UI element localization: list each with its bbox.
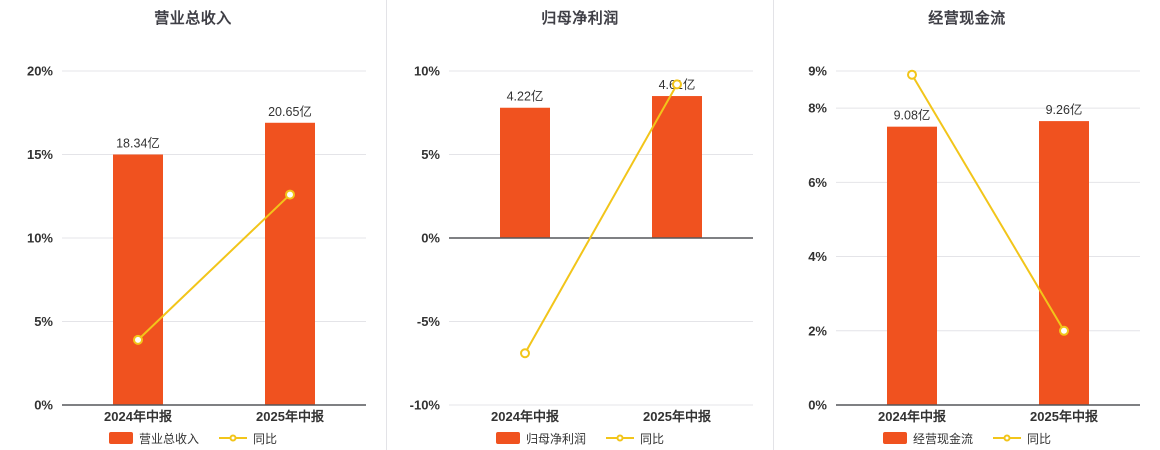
bar-series-label: 营业总收入 [138,431,199,446]
svg-text:2024年中报: 2024年中报 [491,409,560,424]
line-series-marker-icon [993,434,1021,442]
svg-text:9.26亿: 9.26亿 [1046,102,1083,117]
line-series-marker-icon [606,434,634,442]
cash-flow-chart-legend: 经营现金流 同比 [774,426,1160,450]
line-series-marker-icon [219,434,247,442]
bar-series-swatch-icon [495,432,520,444]
svg-text:9%: 9% [808,64,827,79]
chart-panel-cash-flow: 经营现金流 0% 2% 4% 6% 8% 9% 9.08亿 9.26亿 2024年中报 2025年… [773,0,1160,450]
revenue-chart-canvas: 0% 5% 10% 15% 20% 18.34亿 20.65亿 2024年中报 2025年中报 [27,64,366,424]
legend-item-cash-flow-yoy[interactable]: 同比 [993,430,1051,447]
svg-text:0%: 0% [421,231,440,246]
legend-item-net-profit-bar[interactable]: 归母净利润 [495,430,586,447]
svg-text:8%: 8% [808,101,827,116]
svg-text:15%: 15% [27,147,53,162]
svg-text:20.65亿: 20.65亿 [268,104,312,119]
net-profit-chart-canvas: -10%-5%0%5%10%4.22亿4.61亿2024年中报2025年中报 [410,64,753,424]
line-series-label: 同比 [1027,431,1052,446]
chart-title-cash-flow: 经营现金流 [928,9,1006,27]
svg-text:20%: 20% [27,64,53,79]
svg-text:2024年中报: 2024年中报 [104,409,173,424]
legend-item-net-profit-yoy[interactable]: 同比 [606,430,664,447]
svg-text:5%: 5% [421,147,440,162]
svg-text:10%: 10% [27,231,53,246]
svg-text:4%: 4% [808,249,827,264]
chart-title-net-profit: 归母净利润 [541,9,619,27]
line-series-label: 同比 [253,431,278,446]
svg-text:0%: 0% [34,398,53,413]
chart-panel-revenue: 营业总收入 0% 5% 10% 15% 20% 18.34亿 20.65亿 2024年中报 20… [0,0,386,450]
svg-text:2%: 2% [808,323,827,338]
legend-item-cash-flow-bar[interactable]: 经营现金流 [882,430,973,447]
svg-text:-5%: -5% [417,314,441,329]
svg-text:18.34亿: 18.34亿 [116,136,160,151]
svg-text:2025年中报: 2025年中报 [643,409,712,424]
bar-series-label: 经营现金流 [912,431,973,446]
svg-text:2025年中报: 2025年中报 [256,409,325,424]
svg-text:5%: 5% [34,314,53,329]
bar-series-label: 归母净利润 [525,431,586,446]
net-profit-chart-legend: 归母净利润 同比 [387,426,773,450]
svg-text:9.08亿: 9.08亿 [894,108,931,123]
chart-title-revenue: 营业总收入 [154,9,232,27]
bar-series-swatch-icon [882,432,907,444]
legend-item-revenue-bar[interactable]: 营业总收入 [108,430,199,447]
svg-text:0%: 0% [808,398,827,413]
revenue-chart-legend: 营业总收入 同比 [0,426,386,450]
svg-text:6%: 6% [808,175,827,190]
bar-series-swatch-icon [108,432,133,444]
cash-flow-chart-canvas: 0% 2% 4% 6% 8% 9% 9.08亿 9.26亿 2024年中报 2025年中报 [808,64,1140,424]
svg-text:10%: 10% [414,64,440,79]
svg-text:4.22亿: 4.22亿 [507,89,544,104]
svg-text:2024年中报: 2024年中报 [878,409,947,424]
svg-text:2025年中报: 2025年中报 [1030,409,1099,424]
legend-item-revenue-yoy[interactable]: 同比 [219,430,277,447]
line-series-label: 同比 [640,431,665,446]
svg-text:-10%: -10% [410,398,441,413]
chart-panel-net-profit: 归母净利润 -10%-5%0%5%10%4.22亿4.61亿2024年中报202… [386,0,773,450]
